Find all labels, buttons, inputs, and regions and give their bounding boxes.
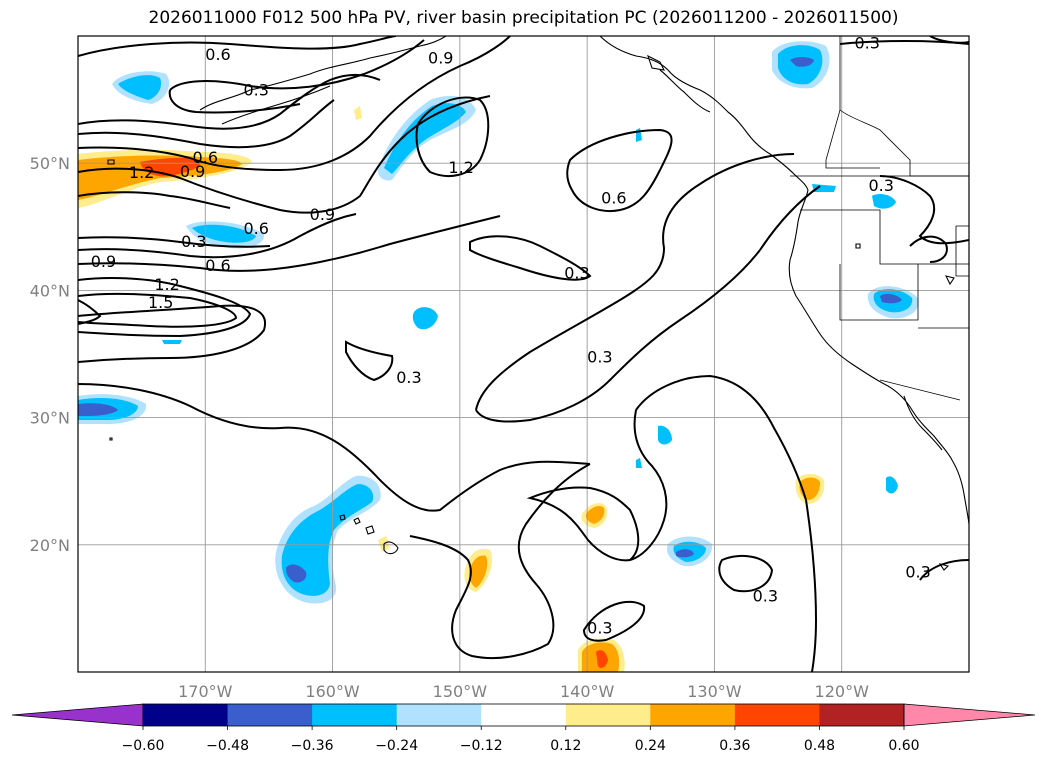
colorbar-tick-label: 0.48: [804, 738, 835, 754]
contour-label: 1.2: [129, 163, 154, 182]
longitude-tick-labels: 170°W 160°W 150°W 140°W 130°W 120°W: [178, 682, 869, 701]
colorbar-tick-label: 0.24: [635, 738, 666, 754]
contour-label: 0.3: [854, 33, 879, 52]
colorbar-tick-label: −0.60: [122, 738, 165, 754]
contour-label: 0.9: [180, 162, 205, 181]
latitude-tick-labels: 20°N 30°N 40°N 50°N: [30, 154, 70, 555]
lat-tick-label: 30°N: [30, 409, 70, 428]
contour-label: 0.3: [243, 80, 268, 99]
colorbar-segment: [734, 704, 820, 726]
colorbar: −0.60 −0.48 −0.36 −0.24 −0.12 0.12 0.24 0.36 0.4…: [11, 703, 1036, 754]
lon-tick-label: 120°W: [815, 682, 870, 701]
lon-tick-label: 150°W: [433, 682, 488, 701]
contour-label: 0.3: [396, 368, 421, 387]
colorbar-tick-label: −0.12: [460, 738, 503, 754]
contour-label: 0.3: [905, 563, 930, 582]
contour-label: 0.3: [868, 176, 893, 195]
pv-contours: [78, 36, 969, 672]
contour-label: 0.6: [243, 219, 268, 238]
contour-label: 1.2: [154, 275, 179, 294]
colorbar-tick-label: 0.12: [550, 738, 581, 754]
contour-label: 0.9: [91, 252, 116, 271]
contour-label: 0.6: [205, 45, 230, 64]
colorbar-tick-label: 0.60: [888, 738, 919, 754]
colorbar-segment: [143, 704, 229, 726]
contour-labels: 0.60.30.90.30.60.91.2 1.20.90.60.30.60.30…: [91, 33, 931, 637]
colorbar-segment: [565, 704, 651, 726]
lat-tick-label: 40°N: [30, 281, 70, 300]
lat-tick-label: 20°N: [30, 536, 70, 555]
lat-tick-label: 50°N: [30, 154, 70, 173]
contour-label: 0.3: [753, 587, 778, 606]
colorbar-segment: [481, 704, 567, 726]
colorbar-segment: [819, 704, 905, 726]
contour-label: 0.9: [310, 205, 335, 224]
contour-label: 0.6: [193, 148, 218, 167]
contour-label: 0.6: [601, 189, 626, 208]
contour-label: 0.3: [587, 348, 612, 367]
map-title: 2026011000 F012 500 hPa PV, river basin …: [148, 8, 899, 28]
colorbar-segment: [396, 704, 482, 726]
contour-label: 0.3: [181, 232, 206, 251]
colorbar-extend-high: [903, 703, 1036, 727]
colorbar-segment: [227, 704, 313, 726]
contour-label: 0.9: [428, 49, 453, 68]
contour-label: 1.5: [148, 293, 173, 312]
colorbar-extend-low: [11, 703, 144, 727]
coastlines: [107, 36, 969, 571]
map-frame: [77, 35, 970, 673]
contour-label: 0.3: [564, 264, 589, 283]
graticule: [78, 36, 969, 672]
political-borders: [790, 36, 969, 401]
contour-label: 1.2: [448, 158, 473, 177]
colorbar-segment: [312, 704, 398, 726]
lon-tick-label: 170°W: [178, 682, 233, 701]
colorbar-tick-label: −0.36: [291, 738, 334, 754]
contour-label: 0.3: [587, 618, 612, 637]
lon-tick-label: 140°W: [560, 682, 615, 701]
colorbar-tick-label: −0.48: [206, 738, 249, 754]
contour-label: 0.6: [205, 256, 230, 275]
lon-tick-label: 160°W: [305, 682, 360, 701]
colorbar-tick-label: −0.24: [375, 738, 418, 754]
colorbar-tick-label: 0.36: [719, 738, 750, 754]
colorbar-segment: [650, 704, 736, 726]
lon-tick-label: 130°W: [687, 682, 742, 701]
colorbar-frame: [142, 703, 905, 727]
